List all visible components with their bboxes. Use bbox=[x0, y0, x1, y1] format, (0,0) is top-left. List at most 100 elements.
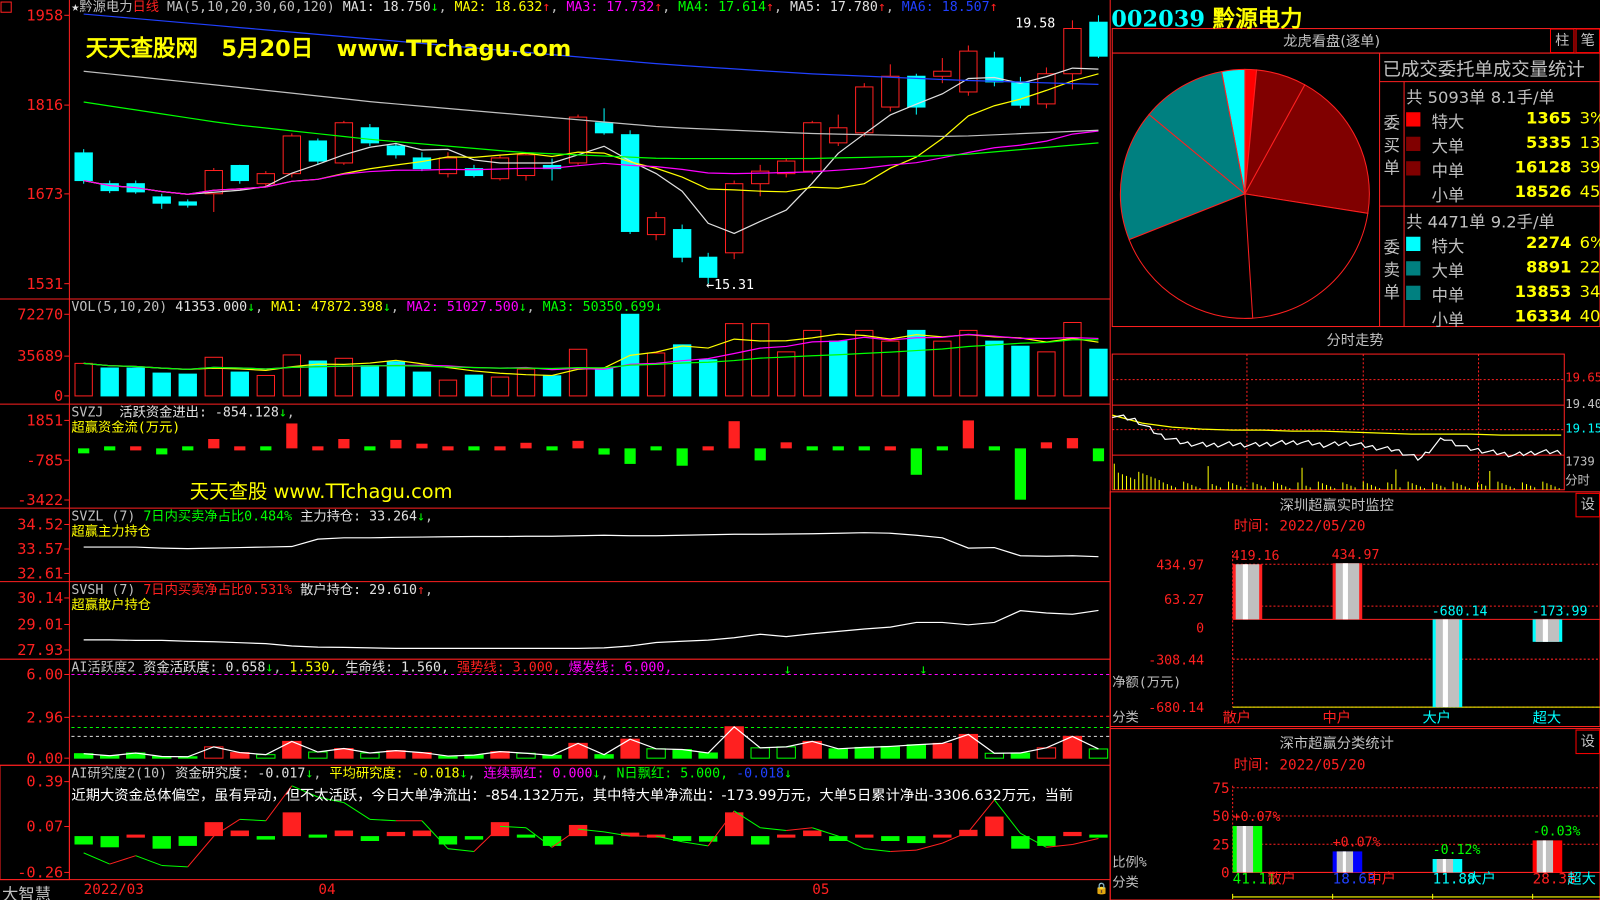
vol-tick: 0 bbox=[54, 387, 63, 405]
ma-legend-item: MA2: 18.632 bbox=[446, 0, 543, 16]
fund-flow-bar bbox=[286, 423, 298, 449]
research-bar bbox=[100, 836, 119, 848]
fund-flow-bar bbox=[338, 439, 350, 449]
buy-row-value: 18526 bbox=[1514, 181, 1572, 202]
volume-bar bbox=[907, 329, 926, 397]
research-bar bbox=[881, 836, 900, 842]
bar-mode-button[interactable]: 柱 bbox=[1549, 28, 1575, 54]
ma-params: MA(5,10,20,30,60,120) bbox=[167, 0, 335, 16]
volume-bar bbox=[334, 357, 354, 397]
research-comment: 近期大资金总体偏空，虽有异动，但不太活跃，今日大单净流出：-854.132万元，… bbox=[71, 787, 1074, 805]
ma-legend-item: MA4: 17.614 bbox=[670, 0, 767, 16]
fund-flow-bar bbox=[650, 446, 662, 451]
ma20-line bbox=[83, 130, 1099, 195]
intraday-price-line bbox=[1112, 414, 1562, 461]
ratio-value-label: 28.38 bbox=[1533, 872, 1576, 888]
app-name: 大智慧 bbox=[2, 884, 52, 900]
sell-row-label: 中单 bbox=[1431, 285, 1465, 306]
volume-bar bbox=[698, 359, 718, 397]
activity-bar bbox=[958, 733, 979, 759]
research-line-segment bbox=[473, 825, 501, 852]
research-tick: 0.39 bbox=[26, 773, 63, 791]
trend-arrow-icon: ↑ bbox=[654, 0, 663, 16]
research-line-segment bbox=[682, 841, 709, 847]
active-tick: 2.96 bbox=[26, 708, 63, 726]
ratio-tick: 25 bbox=[1212, 837, 1229, 853]
candle-up bbox=[724, 183, 744, 254]
net-bar-highlight bbox=[1542, 619, 1548, 642]
ratio-bar-highlight bbox=[1342, 851, 1346, 873]
price-tick: 1958 bbox=[26, 6, 63, 24]
svzl-tick: 34.52 bbox=[17, 516, 63, 534]
sz-stats-settings-button[interactable]: 设 bbox=[1575, 729, 1600, 755]
category-label: 中户 bbox=[1322, 709, 1351, 726]
activity-bar bbox=[698, 752, 718, 759]
research-bar bbox=[985, 816, 1004, 837]
research-bar bbox=[855, 834, 874, 838]
vol-legend: VOL(5,10,20) 41353.000↓, MA1: 47872.398↓… bbox=[71, 299, 663, 316]
net-bar-highlight bbox=[1442, 619, 1448, 708]
buy-row-pct: 3% bbox=[1579, 108, 1600, 128]
watermark-url: www.TTchagu.com bbox=[336, 36, 572, 63]
legend-swatch bbox=[1406, 236, 1421, 252]
volume-bar bbox=[1063, 321, 1082, 397]
research-bar bbox=[1037, 836, 1056, 846]
active-value: 资金活跃度: 0.658 bbox=[143, 660, 266, 676]
ma-legend-item: MA5: 17.780 bbox=[782, 0, 878, 16]
ma30-line bbox=[83, 101, 1099, 160]
ratio-value-label: 41.11 bbox=[1233, 872, 1276, 888]
sz-monitor-settings-button[interactable]: 设 bbox=[1575, 492, 1600, 518]
volume-bar bbox=[751, 323, 770, 397]
research-line-segment bbox=[551, 828, 579, 848]
ma5-line bbox=[83, 67, 1099, 235]
research-bar bbox=[464, 836, 484, 840]
activity-bar bbox=[828, 748, 848, 759]
research-bar bbox=[1063, 831, 1082, 837]
research-line-segment bbox=[967, 799, 995, 833]
buy-row-pct: 13% bbox=[1579, 132, 1600, 153]
stock-code: 002039 bbox=[1111, 6, 1205, 33]
lock-icon[interactable]: 🔒 bbox=[1094, 881, 1109, 895]
volume-bar bbox=[803, 329, 822, 397]
research-bar bbox=[74, 836, 93, 845]
intraday-label: 分时 bbox=[1565, 473, 1590, 488]
legend-swatch bbox=[1406, 185, 1421, 200]
period-label[interactable]: 日线 bbox=[132, 0, 160, 16]
trend-arrow-icon: ↑ bbox=[989, 0, 998, 16]
legend-swatch bbox=[1406, 112, 1421, 127]
trend-arrow-icon: ↑ bbox=[542, 0, 551, 16]
legend-swatch bbox=[1406, 285, 1421, 300]
candle-up bbox=[646, 217, 666, 236]
burst-line: 爆发线: 6.000, bbox=[568, 660, 673, 676]
activity-bar bbox=[932, 742, 953, 759]
pen-mode-button[interactable]: 笔 bbox=[1575, 28, 1600, 54]
candle-down bbox=[178, 201, 197, 206]
corner-icon bbox=[0, 1, 12, 13]
svzj-sub: 超赢资金流(万元) bbox=[71, 420, 181, 436]
research-value: 资金研究度: -0.017 bbox=[175, 766, 306, 782]
sell-row-value: 13853 bbox=[1514, 281, 1572, 302]
life-line: 生命线: 1.560, bbox=[345, 660, 449, 676]
candle-up bbox=[1063, 27, 1082, 75]
research-bar bbox=[568, 824, 588, 837]
active-v2: 1.530, bbox=[289, 660, 338, 676]
svsh-tick: 30.14 bbox=[17, 589, 63, 607]
candle-up bbox=[1037, 73, 1056, 105]
svzl-legend: SVZL (7) 7日内买卖净占比0.484% 主力持仓: 33.264↓, 超赢… bbox=[71, 509, 434, 540]
ratio-bar-highlight bbox=[1542, 840, 1546, 873]
candle-up bbox=[933, 70, 952, 77]
fund-flow-bar bbox=[442, 446, 454, 451]
research-line-segment bbox=[213, 818, 241, 837]
candle-up bbox=[855, 86, 874, 134]
research-line-segment bbox=[890, 849, 917, 852]
volume-bar bbox=[1089, 348, 1108, 397]
trend-arrow-icon: ↑ bbox=[766, 0, 775, 16]
research-bar bbox=[490, 822, 510, 837]
sell-row-value: 2274 bbox=[1525, 232, 1572, 253]
buy-row-pct: 45% bbox=[1579, 181, 1600, 202]
research-bar bbox=[360, 836, 380, 842]
main-holding-line bbox=[83, 532, 1099, 558]
vol-tick: 72270 bbox=[17, 305, 63, 323]
vol-ma3: MA3: 50350.699 bbox=[542, 299, 655, 316]
